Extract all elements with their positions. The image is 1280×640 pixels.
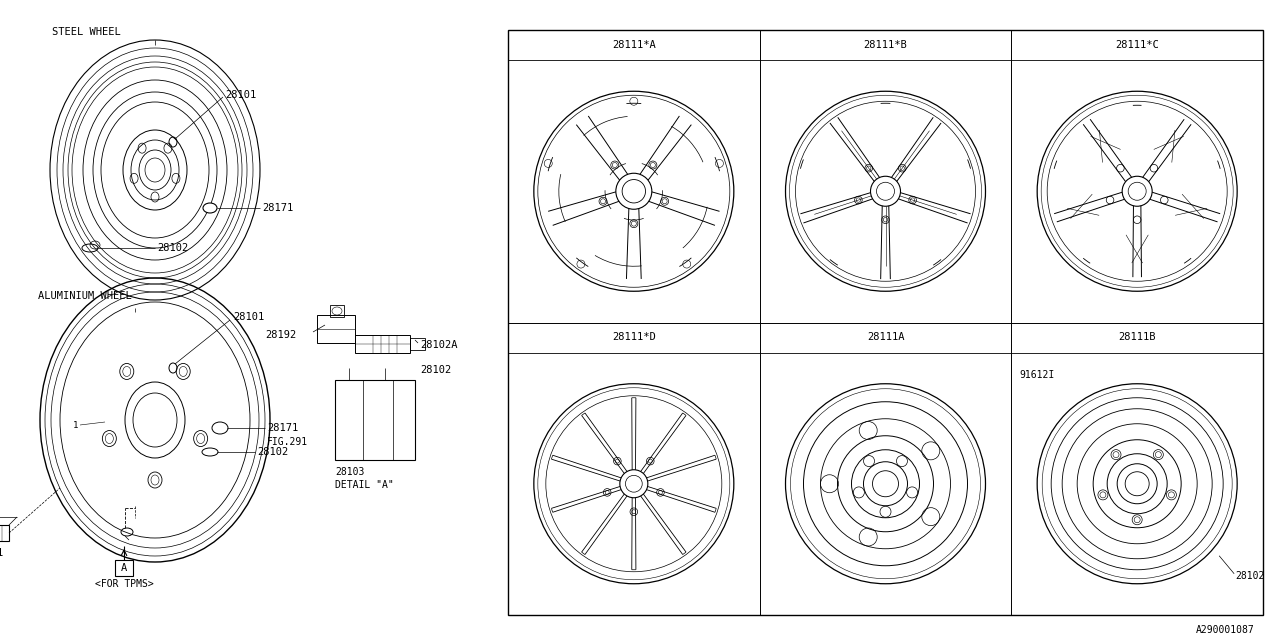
Text: DETAIL "A": DETAIL "A" [335,480,394,490]
Text: 28111*A: 28111*A [612,40,655,50]
Text: 28102: 28102 [420,365,452,375]
Text: 28102: 28102 [257,447,288,457]
Text: 28111B: 28111B [1119,333,1156,342]
Text: 28111*B: 28111*B [864,40,908,50]
Text: 28111A: 28111A [867,333,904,342]
Text: 28103: 28103 [335,467,365,477]
Text: 28102: 28102 [1235,571,1265,580]
Text: 28101: 28101 [0,548,4,558]
Ellipse shape [204,203,218,213]
Bar [0,525,9,541]
Text: 28101: 28101 [233,312,264,322]
Ellipse shape [212,422,228,434]
Text: 28102: 28102 [157,243,188,253]
Bar [115,560,133,576]
Text: 28111*C: 28111*C [1115,40,1160,50]
Text: FIG.291: FIG.291 [268,437,308,447]
Text: 28111*D: 28111*D [612,333,655,342]
Text: 28101: 28101 [225,90,256,100]
Bar [330,305,344,317]
Text: 28171: 28171 [262,203,293,213]
Bar [317,315,355,343]
Text: 28192: 28192 [265,330,296,340]
Bar [508,30,1263,615]
Text: A: A [120,563,127,573]
Text: <FOR TPMS>: <FOR TPMS> [95,579,154,589]
Text: 1: 1 [73,422,78,431]
Text: 28102A: 28102A [420,340,457,350]
Bar [355,335,410,353]
Text: STEEL WHEEL: STEEL WHEEL [52,27,120,37]
Text: 91612I: 91612I [1019,369,1055,380]
Bar [410,338,425,350]
Text: A290001087: A290001087 [1197,625,1254,635]
Bar [335,380,415,460]
Text: 28171: 28171 [268,423,298,433]
Text: ALUMINIUM WHEEL: ALUMINIUM WHEEL [38,291,132,301]
